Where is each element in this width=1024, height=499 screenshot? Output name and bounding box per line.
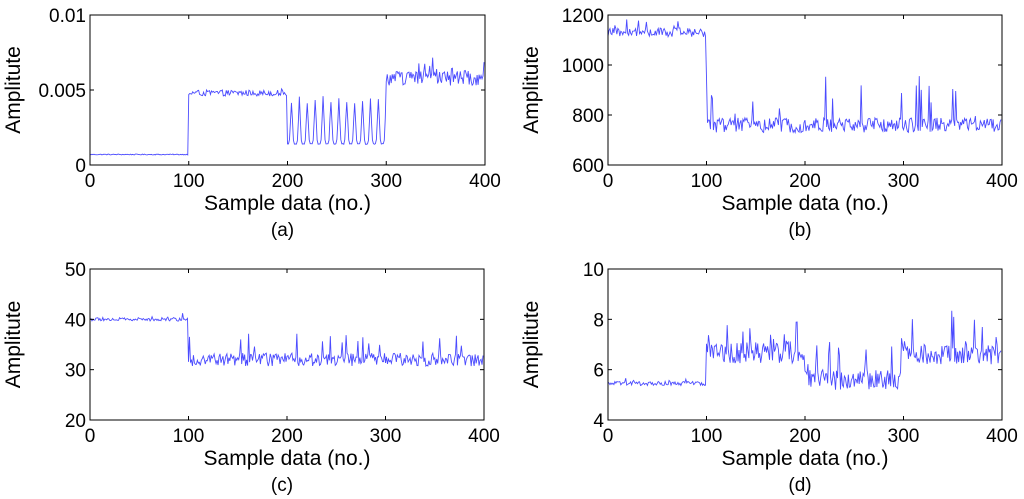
x-tick-label: 400 bbox=[986, 426, 1018, 447]
x-axis-label: Sample data (no.) bbox=[204, 447, 371, 470]
y-axis-label: Amplitute bbox=[2, 46, 25, 134]
x-tick-label: 100 bbox=[691, 426, 723, 447]
x-tick-label: 100 bbox=[173, 171, 205, 192]
x-axis-label: Sample data (no.) bbox=[722, 447, 889, 470]
y-tick-label: 40 bbox=[65, 310, 86, 331]
panel-caption: (a) bbox=[271, 220, 294, 241]
y-axis-label: Amplitute bbox=[520, 46, 543, 134]
chart-panel-1: 0 100 200 300 400 0 0.005 0.01 Sample data (no.)… bbox=[2, 6, 501, 241]
y-tick-label: 20 bbox=[65, 411, 86, 432]
chart-panel-3: 0 100 200 300 400 20 30 40 50 Sample data (no.) Am… bbox=[2, 260, 500, 496]
x-tick-label: 400 bbox=[986, 171, 1018, 192]
x-tick-label: 0 bbox=[603, 171, 614, 192]
x-tick-label: 200 bbox=[271, 426, 303, 447]
y-tick-label: 8 bbox=[593, 310, 604, 331]
panel-caption: (c) bbox=[271, 475, 293, 496]
y-tick-label: 6 bbox=[593, 361, 604, 382]
y-tick-label: 1000 bbox=[562, 56, 604, 77]
x-tick-label: 0 bbox=[85, 426, 96, 447]
x-axis-label: Sample data (no.) bbox=[722, 192, 889, 215]
x-tick-label: 0 bbox=[603, 426, 614, 447]
series-line bbox=[90, 313, 484, 368]
y-tick-label: 4 bbox=[593, 411, 604, 432]
x-tick-label: 200 bbox=[789, 426, 821, 447]
y-tick-label: 0.005 bbox=[38, 81, 86, 102]
y-tick-label: 600 bbox=[572, 156, 604, 177]
series-line bbox=[90, 57, 485, 156]
x-tick-label: 0 bbox=[85, 171, 96, 192]
y-tick-label: 50 bbox=[65, 260, 86, 281]
panel-caption: (b) bbox=[788, 220, 811, 241]
y-tick-label: 1200 bbox=[562, 6, 604, 27]
x-tick-label: 300 bbox=[370, 426, 402, 447]
y-tick-label: 0.01 bbox=[49, 6, 86, 27]
y-tick-label: 800 bbox=[572, 106, 604, 127]
x-tick-label: 300 bbox=[888, 171, 920, 192]
x-tick-label: 200 bbox=[272, 171, 304, 192]
y-tick-label: 30 bbox=[65, 361, 86, 382]
x-tick-label: 300 bbox=[370, 171, 402, 192]
x-axis-label: Sample data (no.) bbox=[204, 192, 371, 215]
y-tick-label: 0 bbox=[75, 156, 86, 177]
chart-panel-4: 0 100 200 300 400 4 6 8 10 Sample data (no.) Ampli… bbox=[520, 260, 1018, 496]
series-line bbox=[608, 19, 1002, 134]
chart-panel-2: 0 100 200 300 400 600 800 1000 1200 Sample data (… bbox=[520, 6, 1018, 241]
series-line bbox=[608, 310, 1002, 391]
panel-caption: (d) bbox=[788, 475, 811, 496]
x-tick-label: 100 bbox=[691, 171, 723, 192]
x-tick-label: 200 bbox=[789, 171, 821, 192]
y-axis-label: Amplitute bbox=[2, 301, 25, 389]
x-tick-label: 400 bbox=[469, 171, 501, 192]
x-tick-label: 400 bbox=[468, 426, 500, 447]
y-axis-label: Amplitute bbox=[520, 301, 543, 389]
y-tick-label: 10 bbox=[583, 260, 604, 281]
x-tick-label: 100 bbox=[173, 426, 205, 447]
x-tick-label: 300 bbox=[888, 426, 920, 447]
